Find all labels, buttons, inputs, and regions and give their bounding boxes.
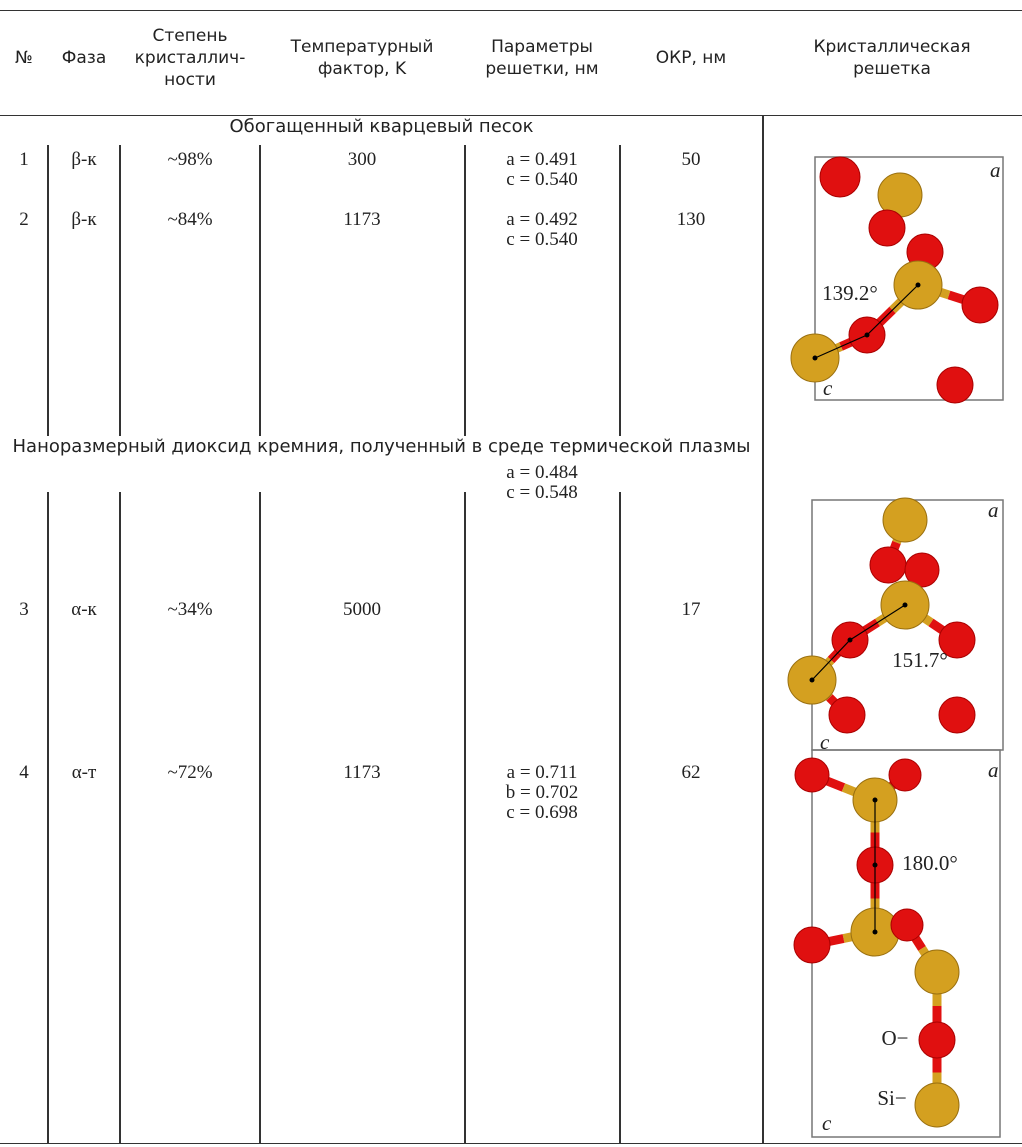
- bond-angle: 151.7°: [892, 648, 948, 672]
- oxygen-atom: [891, 909, 923, 941]
- oxygen-atom: [919, 1022, 955, 1058]
- temperature: 300: [348, 150, 377, 170]
- column-divider: [619, 145, 621, 436]
- angle-point: [873, 930, 878, 935]
- column-header: Температурный: [291, 37, 434, 57]
- crystallinity: ~72%: [167, 763, 212, 783]
- column-divider: [464, 145, 466, 436]
- axis-label: c: [823, 376, 833, 400]
- angle-point: [873, 863, 878, 868]
- row-number: 1: [19, 150, 29, 170]
- lattice-param: a = 0.711: [507, 763, 578, 783]
- temperature: 1173: [343, 210, 380, 230]
- lattice-param: a = 0.492: [506, 210, 577, 230]
- column-header: №: [15, 48, 33, 68]
- oxygen-atom: [820, 157, 860, 197]
- temperature: 5000: [343, 600, 381, 620]
- lattice-param: c = 0.540: [506, 230, 577, 250]
- bond-angle: 180.0°: [902, 851, 958, 875]
- column-header: Фаза: [62, 48, 107, 68]
- lattice-param: b = 0.702: [506, 783, 578, 803]
- oxygen-atom: [794, 927, 830, 963]
- oxygen-atom: [870, 547, 906, 583]
- angle-point: [813, 356, 818, 361]
- okr: 62: [682, 763, 701, 783]
- silicon-atom: [883, 498, 927, 542]
- lattice-param: a = 0.491: [506, 150, 577, 170]
- phase: α-т: [72, 763, 97, 783]
- angle-point: [848, 638, 853, 643]
- oxygen-atom: [869, 210, 905, 246]
- column-divider: [259, 145, 261, 436]
- oxygen-atom: [829, 697, 865, 733]
- angle-point: [810, 678, 815, 683]
- crystallinity: ~34%: [167, 600, 212, 620]
- axis-label: a: [988, 758, 999, 782]
- row-number: 3: [19, 600, 29, 620]
- column-header: решетка: [853, 59, 931, 79]
- row-number: 2: [19, 210, 29, 230]
- okr: 17: [682, 600, 701, 620]
- okr: 50: [682, 150, 701, 170]
- phase: β-к: [71, 150, 96, 170]
- column-divider: [47, 492, 49, 1143]
- column-divider: [119, 492, 121, 1143]
- phase: α-к: [71, 600, 97, 620]
- silicon-atom: [915, 1083, 959, 1127]
- oxygen-atom: [962, 287, 998, 323]
- column-header: фактор, K: [318, 59, 406, 79]
- column-header: Степень: [153, 26, 228, 46]
- axis-label: a: [990, 158, 1001, 182]
- column-header: Параметры: [491, 37, 593, 57]
- angle-point: [865, 333, 870, 338]
- angle-point: [916, 283, 921, 288]
- crystallinity: ~84%: [167, 210, 212, 230]
- lattice-param: c = 0.548: [506, 483, 577, 503]
- angle-point: [903, 603, 908, 608]
- lattice-param: a = 0.484: [506, 463, 577, 483]
- axis-label: c: [822, 1111, 832, 1135]
- lattice-param: c = 0.698: [506, 803, 577, 823]
- atom-label: Si−: [877, 1086, 906, 1110]
- column-divider: [259, 492, 261, 1143]
- axis-label: a: [988, 498, 999, 522]
- column-divider: [619, 492, 621, 1143]
- column-header: Кристаллическая: [813, 37, 970, 57]
- phase: β-к: [71, 210, 96, 230]
- column-divider: [47, 145, 49, 436]
- lattice-param: c = 0.540: [506, 170, 577, 190]
- bond-angle: 139.2°: [822, 281, 878, 305]
- column-header: ности: [164, 70, 216, 90]
- oxygen-atom: [795, 758, 829, 792]
- table-page: Обогащенный кварцевый песок Наноразмерны…: [0, 0, 1022, 1147]
- angle-point: [873, 798, 878, 803]
- temperature: 1173: [343, 763, 380, 783]
- column-header: ОКР, нм: [656, 48, 726, 68]
- column-header: кристаллич-: [135, 48, 246, 68]
- column-divider: [119, 145, 121, 436]
- atom-label: O−: [881, 1026, 908, 1050]
- okr: 130: [677, 210, 706, 230]
- crystallinity: ~98%: [167, 150, 212, 170]
- silicon-atom: [915, 950, 959, 994]
- oxygen-atom: [939, 697, 975, 733]
- oxygen-atom: [889, 759, 921, 791]
- oxygen-atom: [937, 367, 973, 403]
- row-number: 4: [19, 763, 29, 783]
- column-header: решетки, нм: [485, 59, 598, 79]
- column-divider: [464, 492, 466, 1143]
